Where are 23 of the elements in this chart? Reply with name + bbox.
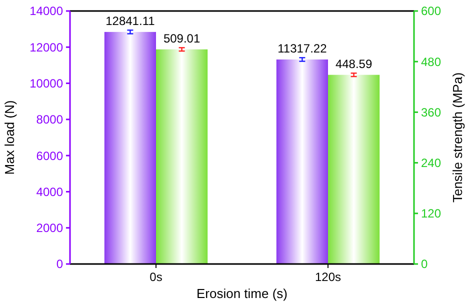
y2-tick-label: 120: [421, 206, 442, 221]
y-tick-label: 8000: [36, 112, 64, 127]
y2-tick-label: 600: [421, 4, 442, 18]
x-axis-title: Erosion time (s): [196, 286, 288, 301]
y2-tick-label: 240: [421, 156, 442, 170]
y-tick-label: 0: [56, 257, 64, 272]
y-tick-label: 4000: [36, 184, 64, 199]
y-tick-label: 6000: [36, 148, 64, 163]
x-tick-label: 0s: [150, 270, 162, 284]
data-label: 12841.11: [106, 14, 156, 28]
y2-tick-label: 480: [421, 54, 442, 69]
y-tick-label: 14000: [30, 4, 64, 18]
y-axis-title: Max load (N): [2, 100, 17, 175]
y2-axis-title: Tensile strength (MPa): [450, 72, 465, 203]
y2-tick-label: 0: [421, 257, 428, 272]
data-label: 448.59: [335, 57, 372, 72]
y-tick-label: 2000: [36, 221, 64, 236]
y-tick-label: 12000: [30, 40, 64, 54]
y-tick-label: 10000: [30, 76, 64, 90]
data-label: 11317.22: [278, 42, 328, 56]
x-tick-label: 120s: [314, 270, 342, 284]
data-label: 509.01: [163, 32, 200, 46]
y2-tick-label: 360: [421, 105, 442, 120]
